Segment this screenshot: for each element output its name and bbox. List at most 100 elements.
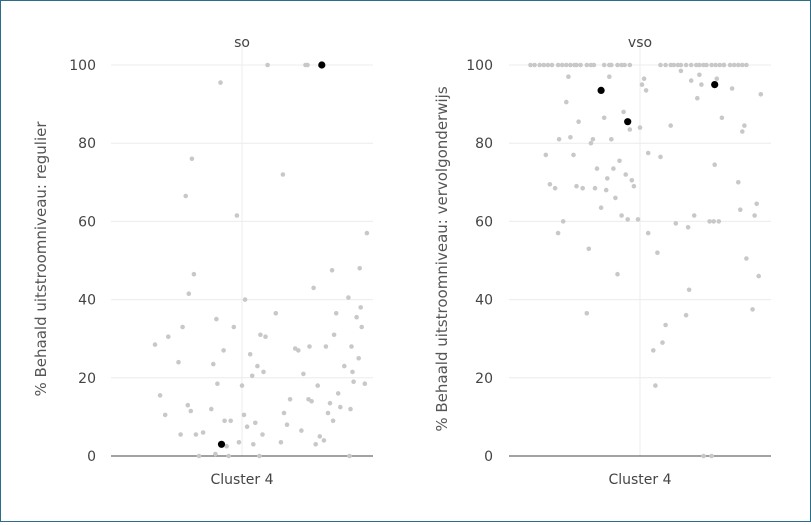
data-point — [714, 76, 720, 81]
data-point — [333, 311, 339, 316]
data-point — [568, 135, 573, 140]
data-point — [625, 217, 630, 222]
data-point — [263, 334, 268, 340]
data-point — [255, 363, 260, 369]
y-tick-label: 60 — [78, 214, 96, 230]
data-point — [180, 324, 185, 330]
data-point — [193, 432, 199, 437]
y-tick-label: 0 — [484, 449, 493, 465]
data-point — [756, 273, 761, 279]
data-point — [564, 62, 569, 68]
data-point — [688, 62, 694, 68]
data-point — [697, 62, 702, 68]
data-point — [603, 187, 609, 193]
data-point — [362, 381, 368, 387]
data-point — [588, 140, 594, 146]
data-point — [346, 295, 351, 300]
data-point — [678, 68, 684, 74]
data-point — [750, 307, 755, 312]
data-point — [331, 332, 337, 338]
data-point — [211, 361, 216, 367]
data-point — [717, 62, 723, 68]
data-point — [627, 62, 633, 68]
data-point — [711, 219, 716, 224]
panel-title: so — [234, 35, 250, 51]
data-point — [313, 442, 319, 447]
data-point — [574, 183, 579, 189]
data-point — [560, 219, 566, 224]
data-point — [605, 176, 610, 181]
data-point — [559, 62, 565, 68]
data-point — [731, 62, 737, 68]
data-point — [348, 406, 353, 412]
data-point — [697, 72, 702, 78]
data-point — [655, 250, 660, 255]
data-point — [740, 129, 745, 134]
data-point — [578, 62, 583, 68]
data-point — [176, 359, 181, 365]
data-point — [280, 172, 286, 177]
data-point — [327, 400, 333, 406]
data-point — [663, 322, 668, 328]
data-point — [311, 285, 316, 291]
y-tick-label: 100 — [69, 58, 96, 74]
data-point — [186, 291, 192, 297]
data-point — [617, 158, 622, 164]
data-point — [287, 397, 293, 402]
data-point — [736, 62, 741, 68]
data-point — [663, 62, 668, 68]
data-point — [609, 137, 614, 142]
data-point — [688, 78, 694, 83]
data-point — [364, 230, 370, 236]
data-point — [338, 404, 343, 410]
data-point — [359, 324, 365, 330]
data-point — [218, 80, 223, 85]
data-point — [532, 62, 537, 68]
data-point — [701, 453, 706, 459]
data-point — [260, 432, 265, 437]
data-point — [215, 381, 220, 387]
data-point — [330, 418, 336, 424]
data-point — [247, 352, 253, 357]
data-point — [357, 266, 363, 271]
y-tick-label: 100 — [466, 58, 493, 74]
data-point — [251, 442, 256, 447]
data-point — [239, 383, 245, 388]
data-point — [651, 348, 656, 353]
data-point — [716, 219, 722, 224]
x-category-label: Cluster 4 — [608, 472, 671, 488]
data-point — [566, 74, 571, 79]
data-point — [591, 62, 597, 68]
data-point — [351, 379, 356, 385]
data-point — [601, 62, 607, 68]
data-point — [228, 418, 233, 424]
data-point — [719, 115, 725, 121]
data-point — [744, 62, 749, 68]
data-point — [586, 246, 592, 252]
data-point — [209, 406, 214, 412]
data-point — [315, 383, 321, 388]
data-point — [609, 62, 614, 68]
data-point — [278, 440, 284, 445]
data-point — [738, 207, 743, 212]
y-tick-label: 40 — [475, 293, 493, 309]
y-tick-label: 80 — [475, 136, 493, 152]
data-point — [709, 453, 714, 459]
data-point — [645, 230, 651, 236]
data-point — [214, 316, 219, 322]
data-point — [590, 137, 596, 142]
data-point — [645, 150, 651, 156]
data-point — [658, 154, 663, 160]
data-point — [265, 62, 270, 68]
data-point — [752, 213, 757, 218]
data-point — [253, 420, 258, 426]
data-point — [653, 383, 658, 388]
data-point — [350, 369, 355, 375]
data-point — [631, 183, 637, 189]
data-point — [325, 410, 331, 416]
data-point — [241, 412, 247, 418]
y-tick-label: 80 — [78, 136, 96, 152]
data-point — [556, 137, 562, 142]
data-point — [189, 156, 195, 162]
